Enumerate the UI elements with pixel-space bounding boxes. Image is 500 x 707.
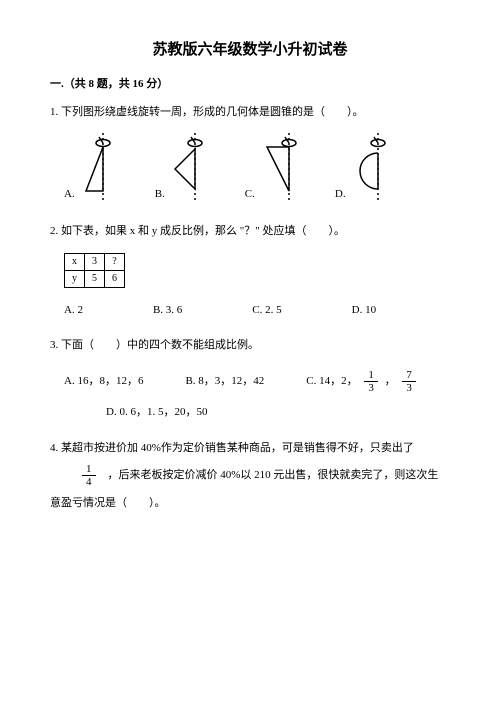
fraction-1-3: 1 3 xyxy=(364,369,378,394)
frac-den: 3 xyxy=(364,382,378,394)
q4-line2: 1 4 ，后来老板按定价减价 40%以 210 元出售，很快就卖完了，则这次生 xyxy=(50,463,450,488)
cell: 5 xyxy=(85,270,105,287)
q1-text: 1. 下列图形绕虚线旋转一周，形成的几何体是圆锥的是（ ）。 xyxy=(50,104,450,122)
frac-num: 1 xyxy=(82,463,96,476)
q3-option-d: D. 0. 6，1. 5，20，50 xyxy=(106,406,207,418)
cell: y xyxy=(65,270,85,287)
q3-text: 3. 下面（ ）中的四个数不能组成比例。 xyxy=(50,337,450,355)
question-1: 1. 下列图形绕虚线旋转一周，形成的几何体是圆锥的是（ ）。 A. B. xyxy=(50,104,450,204)
q4-line1: 4. 某超市按进价加 40%作为定价销售某种商品，可是销售得不好，只卖出了 xyxy=(50,440,450,458)
fraction-1-4: 1 4 xyxy=(82,463,96,488)
q1-label-a: A. xyxy=(64,186,75,204)
frac-den: 4 xyxy=(82,476,96,488)
q3-options-row1: A. 16，8，12，6 B. 8，3，12，42 C. 14，2， 1 3 ，… xyxy=(64,369,450,394)
page-title: 苏教版六年级数学小升初试卷 xyxy=(50,38,450,62)
q3-option-a: A. 16，8，12，6 xyxy=(64,373,143,391)
q1-label-b: B. xyxy=(155,186,165,204)
q4-line3: 意盈亏情况是（ ）。 xyxy=(50,495,450,513)
cone-figure-a xyxy=(79,133,127,203)
q3-c-comma: ， xyxy=(385,375,396,387)
frac-num: 1 xyxy=(364,369,378,382)
frac-den: 3 xyxy=(402,382,416,394)
cone-figure-c xyxy=(259,133,307,203)
q1-option-b: B. xyxy=(155,133,217,203)
cone-figure-b xyxy=(169,133,217,203)
q1-figures: A. B. C. xyxy=(64,133,450,203)
q4-line2-text: ，后来老板按定价减价 40%以 210 元出售，很快就卖完了，则这次生 xyxy=(108,467,439,485)
q1-label-c: C. xyxy=(245,186,255,204)
question-4: 4. 某超市按进价加 40%作为定价销售某种商品，可是销售得不好，只卖出了 1 … xyxy=(50,440,450,512)
q2-options: A. 2 B. 3. 6 C. 2. 5 D. 10 xyxy=(64,302,450,320)
q1-option-a: A. xyxy=(64,133,127,203)
cell: x xyxy=(65,253,85,270)
q2-option-c: C. 2. 5 xyxy=(252,302,281,320)
frac-num: 7 xyxy=(402,369,416,382)
q2-option-d: D. 10 xyxy=(352,302,376,320)
cone-figure-d xyxy=(350,133,398,203)
section-header: 一.（共 8 题，共 16 分） xyxy=(50,76,450,94)
q2-option-b: B. 3. 6 xyxy=(153,302,182,320)
q1-option-c: C. xyxy=(245,133,307,203)
q3-option-c: C. 14，2， 1 3 ， 7 3 xyxy=(306,369,420,394)
cell: 6 xyxy=(105,270,125,287)
cell: 3 xyxy=(85,253,105,270)
q2-table: x 3 ? y 5 6 xyxy=(64,253,125,288)
q3-option-b: B. 8，3，12，42 xyxy=(185,373,264,391)
q3-options-row2: D. 0. 6，1. 5，20，50 xyxy=(106,404,450,422)
q2-text: 2. 如下表，如果 x 和 y 成反比例，那么 "？" 处应填（ ）。 xyxy=(50,223,450,241)
question-2: 2. 如下表，如果 x 和 y 成反比例，那么 "？" 处应填（ ）。 x 3 … xyxy=(50,223,450,319)
cell: ? xyxy=(105,253,125,270)
question-3: 3. 下面（ ）中的四个数不能组成比例。 A. 16，8，12，6 B. 8，3… xyxy=(50,337,450,421)
q1-label-d: D. xyxy=(335,186,346,204)
table-row: x 3 ? xyxy=(65,253,125,270)
q3-c-prefix: C. 14，2， xyxy=(306,375,357,387)
fraction-7-3: 7 3 xyxy=(402,369,416,394)
table-row: y 5 6 xyxy=(65,270,125,287)
q1-option-d: D. xyxy=(335,133,398,203)
q2-option-a: A. 2 xyxy=(64,302,83,320)
